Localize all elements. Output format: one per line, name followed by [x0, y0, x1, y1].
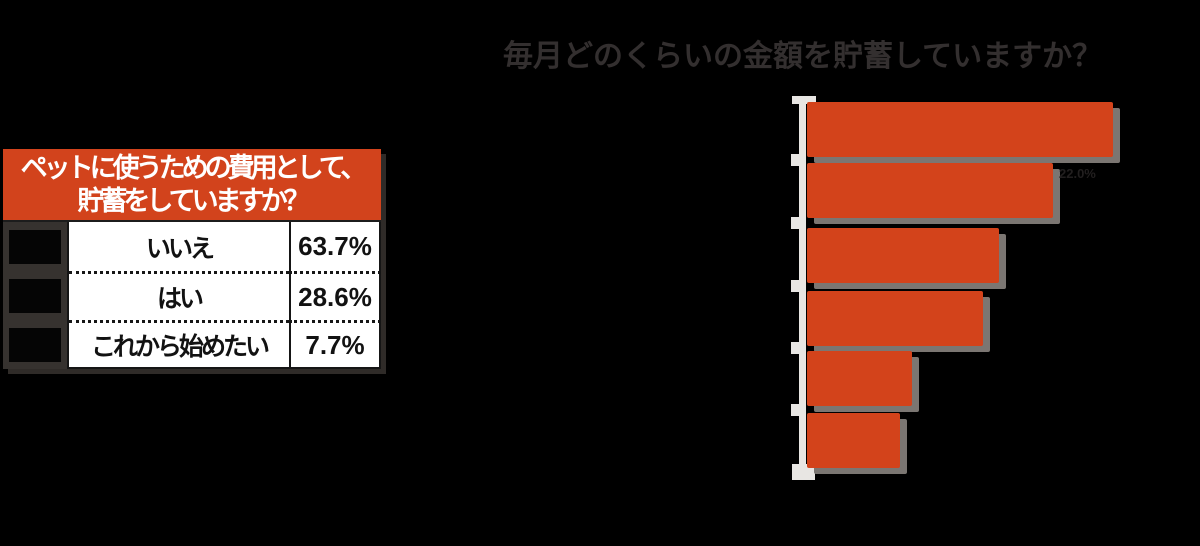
axis-bottom-tick	[792, 464, 815, 480]
bar	[807, 102, 1113, 157]
axis-tick	[791, 154, 806, 166]
survey-question-header: ペットに使うための費用として、 貯蓄をしていますか？	[3, 149, 381, 222]
table-row: いいえ 63.7%	[3, 222, 381, 271]
legend-swatch-cell	[3, 271, 69, 320]
axis-tick	[791, 404, 806, 416]
legend-swatch-icon	[9, 327, 61, 362]
bar	[807, 413, 900, 468]
bar-value-label: 22.0%	[1059, 166, 1096, 181]
legend-swatch-cell	[3, 320, 69, 369]
bar	[807, 291, 983, 346]
answer-label: いいえ	[69, 222, 289, 271]
legend-swatch-icon	[9, 278, 61, 313]
answer-value: 7.7%	[289, 320, 381, 369]
axis-tick	[791, 217, 806, 229]
survey-table-body: いいえ 63.7% はい 28.6% これから始めたい 7.7%	[3, 222, 381, 369]
survey-table: ペットに使うための費用として、 貯蓄をしていますか？ いいえ 63.7% はい …	[3, 149, 381, 369]
answer-label: はい	[69, 271, 289, 320]
answer-value: 28.6%	[289, 271, 381, 320]
survey-question-line1: ペットに使うための費用として、	[20, 153, 368, 183]
legend-swatch-cell	[3, 222, 69, 271]
bar	[807, 163, 1053, 218]
table-row: これから始めたい 7.7%	[3, 320, 381, 369]
answer-label: これから始めたい	[69, 320, 289, 369]
axis-tick	[791, 342, 806, 354]
survey-question-line2: 貯蓄をしていますか？	[77, 186, 310, 216]
answer-value: 63.7%	[289, 222, 381, 271]
table-row: はい 28.6%	[3, 271, 381, 320]
bar	[807, 351, 912, 406]
axis-tick	[791, 280, 806, 292]
bar	[807, 228, 999, 283]
bar-chart-title: 毎月どのくらいの金額を貯蓄していますか？	[503, 40, 1103, 73]
legend-swatch-icon	[9, 229, 61, 264]
